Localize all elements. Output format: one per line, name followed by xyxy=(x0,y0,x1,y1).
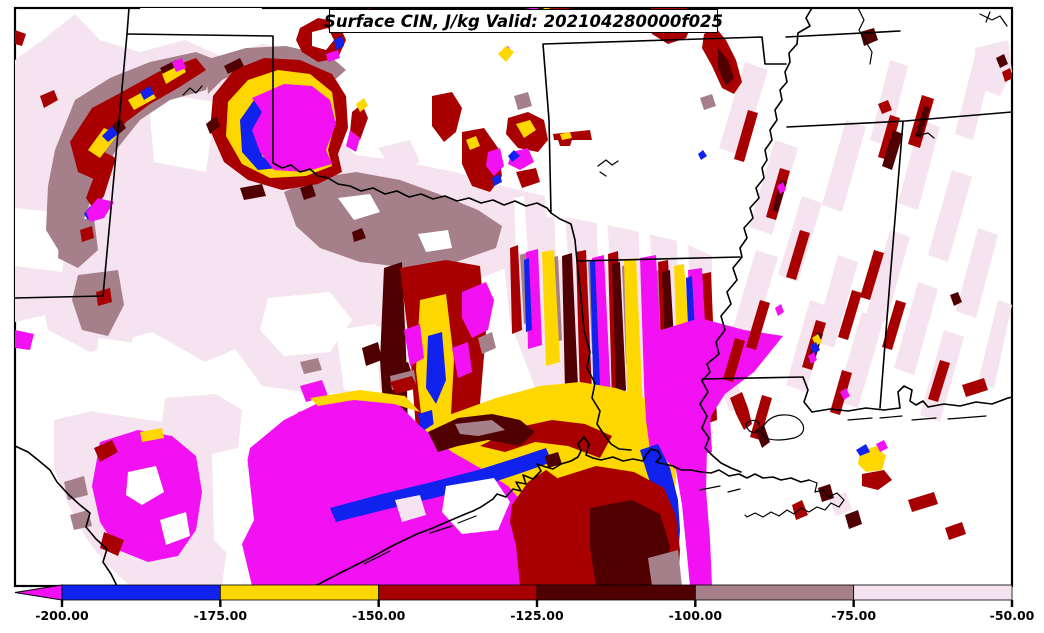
colorbar-tick-label: -200.00 xyxy=(35,608,89,623)
contour-fill-shape xyxy=(126,446,510,560)
contour-fill-shape xyxy=(516,120,572,140)
contour-fill-shape xyxy=(508,150,520,162)
contour-fill-shape xyxy=(46,52,216,256)
colorbar-underflow-arrow xyxy=(14,584,63,601)
colorbar-segment xyxy=(61,584,221,601)
lakes-and-rivers xyxy=(182,8,1008,177)
map-title: Surface CIN, J/kg Valid: 202104280000f02… xyxy=(323,11,724,31)
contour-fill-shape xyxy=(140,390,420,442)
contour-fill-shape xyxy=(510,470,566,586)
contour-fill-shape xyxy=(64,476,92,530)
contour-fill-shape xyxy=(562,253,678,434)
basemap-layer xyxy=(15,8,1012,586)
mississippi-river xyxy=(699,8,813,473)
colorbar-tick-label: -175.00 xyxy=(194,608,248,623)
colorbar-segment xyxy=(219,584,380,601)
louisiana-delta-marsh xyxy=(699,479,845,518)
colorbar-segment xyxy=(378,584,538,601)
contour-fill-shape xyxy=(648,550,682,586)
contour-fill-shape xyxy=(326,50,360,152)
contour-fill-shape xyxy=(334,36,344,50)
south-texas-cin-core xyxy=(238,394,532,586)
contour-fill-layer xyxy=(15,8,1012,586)
barrier-islands xyxy=(363,415,987,565)
contour-fill-shape xyxy=(812,334,886,472)
colorbar-tick-label: -75.00 xyxy=(831,608,876,623)
state-border-louisiana-mississippi xyxy=(701,376,813,413)
state-border-oklahoma-panhandle xyxy=(126,33,274,164)
state-border-tennessee xyxy=(785,30,1012,128)
colorbar-tick-label: -100.00 xyxy=(669,608,723,623)
map-title-box: Surface CIN, J/kg Valid: 202104280000f02… xyxy=(324,9,723,33)
contour-fill-shape xyxy=(300,184,366,242)
contour-fill-shape xyxy=(455,420,505,436)
contour-fill-shape xyxy=(486,8,539,176)
contour-fill-shape xyxy=(260,292,506,458)
colorbar-segment xyxy=(853,584,1013,601)
colorbar-tick-label: -125.00 xyxy=(510,608,564,623)
colorbar: -200.00 -175.00 -150.00 -125.00 -100.00 -75.0… xyxy=(14,584,1035,623)
gulf-coastline xyxy=(314,436,810,586)
contour-fill-shape xyxy=(15,30,112,306)
mississippi-alabama-coastline xyxy=(811,385,1012,413)
contour-fill-shape xyxy=(418,332,446,450)
contour-fill-shape xyxy=(362,342,412,378)
state-border-mississippi-alabama xyxy=(879,121,904,409)
contour-fill-shape xyxy=(356,98,368,112)
contour-fill-shape xyxy=(205,46,346,94)
contour-fill-shape xyxy=(395,495,426,522)
contour-fill-shape xyxy=(975,40,1012,96)
colorbar-tick-label: -150.00 xyxy=(352,608,406,623)
contour-fill-shape xyxy=(730,392,892,520)
contour-fill-shape xyxy=(15,58,186,350)
state-border-texas-louisiana xyxy=(576,260,632,451)
contour-fill-shape xyxy=(86,152,116,210)
red-river-border xyxy=(272,162,552,214)
contour-fill-shape xyxy=(492,174,502,186)
colorbar-tick-label: -50.00 xyxy=(990,608,1035,623)
contour-fill-shape xyxy=(330,448,552,522)
contour-fill-shape xyxy=(719,55,1012,422)
contour-fill-shape xyxy=(560,424,680,586)
contour-fill-shape xyxy=(58,218,124,336)
contour-fill-shape xyxy=(206,58,266,200)
rio-grande xyxy=(15,445,118,586)
east-magenta-wedge xyxy=(644,318,783,586)
state-border-arkansas xyxy=(542,36,787,262)
colorbar-segment xyxy=(536,584,696,601)
contour-fill-shape xyxy=(312,28,334,50)
contour-fill-shape xyxy=(338,194,452,252)
contour-fill-shape xyxy=(404,282,494,378)
lake-pontchartrain xyxy=(745,414,805,441)
colorbar-segment xyxy=(694,584,855,601)
mississippi-valley-cin-streaks xyxy=(723,68,1012,540)
contour-fill-shape xyxy=(15,8,262,422)
